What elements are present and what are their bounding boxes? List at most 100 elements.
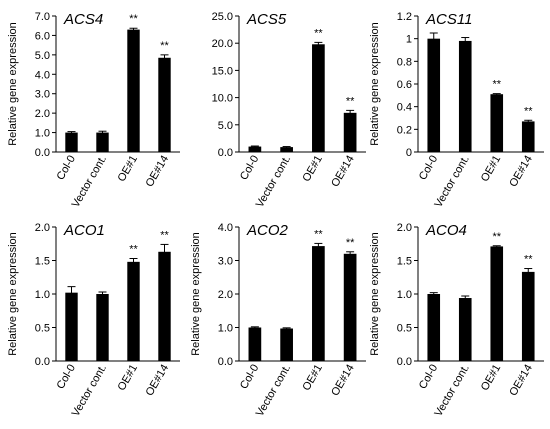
category-label: OE#14 <box>144 363 172 399</box>
y-tick-label: 0 <box>406 147 412 159</box>
category-label: OE#14 <box>507 154 535 190</box>
chart-title: ACS5 <box>246 11 287 28</box>
category-label: OE#14 <box>329 363 357 399</box>
bar-vector-cont <box>458 40 472 152</box>
y-tick-label: 25.0 <box>212 11 233 23</box>
significance-label: ** <box>346 237 355 249</box>
y-tick-label: 0.0 <box>218 356 233 368</box>
bar-oe-1 <box>312 44 325 153</box>
significance-label: ** <box>129 243 138 255</box>
bar-vector-cont <box>280 328 293 361</box>
category-label: Col-0 <box>238 154 262 183</box>
y-axis-label: Relative gene expression <box>369 232 381 356</box>
y-tick-label: 7.0 <box>35 11 50 23</box>
y-axis-label: Relative gene expression <box>7 22 19 146</box>
category-label: OE#14 <box>507 363 535 399</box>
bar-oe-14 <box>521 121 535 152</box>
y-tick-label: 1 <box>406 34 412 46</box>
bar-oe-1 <box>127 29 140 153</box>
y-tick-label: 0.0 <box>397 356 412 368</box>
y-tick-label: 0.5 <box>397 323 412 335</box>
significance-label: ** <box>524 254 533 266</box>
y-tick-label: 10.0 <box>212 93 233 105</box>
y-tick-label: 4.0 <box>35 69 50 81</box>
bar-vector-cont <box>458 298 472 361</box>
y-tick-label: 0.2 <box>397 124 412 136</box>
category-label: OE#1 <box>116 363 140 393</box>
category-label: OE#1 <box>301 363 325 393</box>
bar-oe-1 <box>490 246 504 361</box>
y-tick-label: 1.0 <box>35 128 50 140</box>
bar-col-0 <box>248 146 262 152</box>
category-label: OE#1 <box>301 154 325 184</box>
significance-label: ** <box>492 79 501 91</box>
y-tick-label: 2.0 <box>218 289 233 301</box>
bar-oe-1 <box>127 261 140 361</box>
y-tick-label: 3.0 <box>218 256 233 268</box>
y-tick-label: 5.0 <box>35 50 50 62</box>
y-tick-label: 5.0 <box>218 120 233 132</box>
category-label: Col-0 <box>238 363 262 392</box>
chart-title: ACO1 <box>63 222 105 239</box>
chart-title: ACS4 <box>63 11 103 28</box>
chart-title: ACS11 <box>425 11 472 28</box>
y-tick-label: 0.0 <box>218 147 233 159</box>
significance-label: ** <box>346 95 355 107</box>
category-label: Col-0 <box>417 363 441 392</box>
significance-label: ** <box>129 13 138 25</box>
y-tick-label: 6.0 <box>35 30 50 42</box>
y-tick-label: 4.0 <box>218 222 233 234</box>
bar-col-0 <box>427 294 441 361</box>
bar-oe-1 <box>490 94 504 152</box>
bar-col-0 <box>248 327 262 361</box>
category-label: Col-0 <box>55 363 79 392</box>
y-axis-label: Relative gene expression <box>190 232 202 356</box>
significance-label: ** <box>492 231 501 243</box>
bar-vector-cont <box>96 294 109 361</box>
y-tick-label: 1.0 <box>35 289 50 301</box>
y-tick-label: 3.0 <box>35 89 50 101</box>
y-axis-label: Relative gene expression <box>369 22 381 146</box>
significance-label: ** <box>314 27 323 39</box>
y-tick-label: 2.0 <box>35 108 50 120</box>
bar-col-0 <box>65 132 78 152</box>
bar-oe-1 <box>312 246 325 361</box>
category-label: OE#1 <box>479 154 503 184</box>
category-label: Col-0 <box>417 154 441 183</box>
y-tick-label: 20.0 <box>212 38 233 50</box>
y-tick-label: 0.8 <box>397 56 412 68</box>
y-tick-label: 1.5 <box>397 256 412 268</box>
category-label: OE#1 <box>116 154 140 184</box>
significance-label: ** <box>160 40 169 52</box>
category-label: OE#14 <box>329 154 357 190</box>
y-tick-label: 0.0 <box>35 356 50 368</box>
significance-label: ** <box>524 105 533 117</box>
category-label: Col-0 <box>55 154 79 183</box>
bar-oe-14 <box>343 112 357 152</box>
y-axis-label: Relative gene expression <box>7 232 19 356</box>
bar-col-0 <box>65 292 78 361</box>
y-tick-label: 2.0 <box>397 222 412 234</box>
significance-label: ** <box>314 228 323 240</box>
y-tick-label: 1.0 <box>397 289 412 301</box>
category-label: OE#1 <box>479 363 503 393</box>
bar-oe-14 <box>343 253 357 361</box>
y-tick-label: 2.0 <box>35 222 50 234</box>
bar-col-0 <box>427 38 441 152</box>
y-tick-label: 0.5 <box>35 323 50 335</box>
category-label: OE#14 <box>144 154 172 190</box>
y-tick-label: 0.6 <box>397 79 412 91</box>
y-tick-label: 15.0 <box>212 65 233 77</box>
y-tick-label: 1.0 <box>218 323 233 335</box>
bar-vector-cont <box>96 132 109 152</box>
bar-vector-cont <box>280 147 293 152</box>
chart-title: ACO4 <box>425 222 467 239</box>
y-tick-label: 1.2 <box>397 11 412 23</box>
significance-label: ** <box>160 229 169 241</box>
